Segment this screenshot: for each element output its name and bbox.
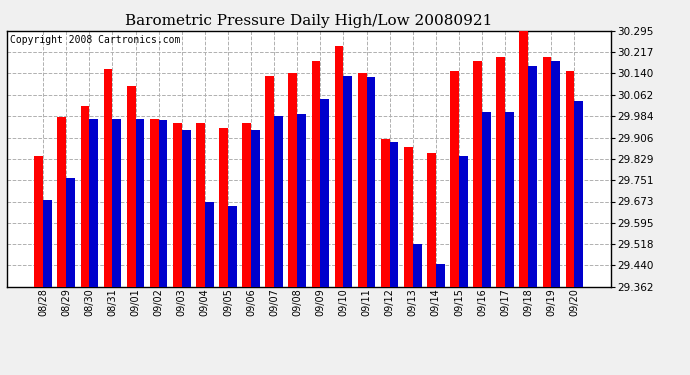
Text: Copyright 2008 Cartronics.com: Copyright 2008 Cartronics.com: [10, 34, 180, 45]
Bar: [505, 112, 514, 287]
Bar: [181, 130, 190, 287]
Bar: [450, 70, 459, 287]
Bar: [127, 86, 135, 287]
Bar: [266, 76, 274, 287]
Bar: [520, 25, 529, 287]
Bar: [542, 57, 551, 287]
Bar: [320, 99, 329, 287]
Bar: [381, 139, 390, 287]
Bar: [482, 112, 491, 287]
Bar: [205, 202, 214, 287]
Bar: [89, 118, 98, 287]
Bar: [404, 147, 413, 287]
Bar: [34, 156, 43, 287]
Bar: [357, 73, 366, 287]
Bar: [288, 73, 297, 287]
Bar: [427, 153, 436, 287]
Bar: [297, 114, 306, 287]
Bar: [366, 76, 375, 287]
Bar: [43, 200, 52, 287]
Bar: [196, 123, 205, 287]
Bar: [473, 61, 482, 287]
Bar: [274, 116, 283, 287]
Bar: [390, 142, 398, 287]
Bar: [459, 156, 468, 287]
Bar: [551, 61, 560, 287]
Bar: [529, 66, 537, 287]
Bar: [112, 118, 121, 287]
Bar: [135, 118, 144, 287]
Bar: [66, 178, 75, 287]
Bar: [575, 101, 583, 287]
Bar: [312, 61, 320, 287]
Bar: [104, 69, 112, 287]
Bar: [159, 120, 168, 287]
Title: Barometric Pressure Daily High/Low 20080921: Barometric Pressure Daily High/Low 20080…: [125, 14, 493, 28]
Bar: [251, 130, 260, 287]
Bar: [436, 264, 444, 287]
Bar: [228, 206, 237, 287]
Bar: [173, 123, 181, 287]
Bar: [566, 70, 575, 287]
Bar: [496, 57, 505, 287]
Bar: [335, 46, 344, 287]
Bar: [413, 243, 422, 287]
Bar: [150, 118, 159, 287]
Bar: [344, 76, 352, 287]
Bar: [242, 123, 251, 287]
Bar: [81, 106, 89, 287]
Bar: [219, 128, 228, 287]
Bar: [57, 117, 66, 287]
